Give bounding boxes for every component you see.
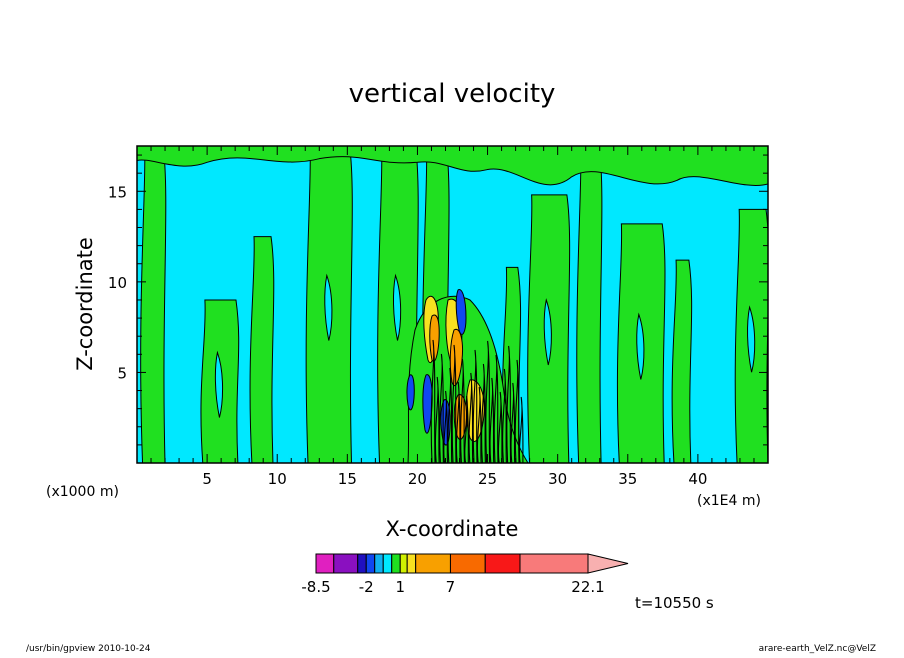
x-unit-right: (x1E4 m)	[697, 493, 761, 509]
core-orange-1	[429, 314, 440, 362]
contour-line	[451, 344, 457, 463]
colorbar-cell	[415, 553, 451, 574]
contour-line	[514, 359, 520, 463]
y-axis-label: Z-coordinate	[73, 237, 97, 371]
x-axis-label: X-coordinate	[386, 517, 519, 541]
colorbar-tick-label: 22.1	[571, 578, 604, 596]
y-tick-label: 10	[108, 274, 127, 292]
contour-line	[439, 353, 444, 463]
colorbar-cell	[315, 553, 335, 574]
x-tick-label: 10	[268, 470, 287, 488]
colorbar-tick-label: 1	[395, 578, 405, 596]
contour-line	[485, 340, 491, 463]
dense-contour-lines	[430, 339, 524, 463]
footer-right: arare-earth_VelZ.nc@VelZ	[759, 644, 876, 654]
colorbar-cell	[449, 553, 486, 574]
core-orange-2	[449, 328, 463, 387]
y-axis-ticks: 5 10 15	[108, 154, 768, 446]
colorbar-cell	[399, 553, 408, 574]
x-tick-label: 15	[338, 470, 357, 488]
core-blue-2	[455, 289, 467, 335]
downdraft-island	[747, 305, 756, 373]
contour-line	[510, 382, 516, 463]
contour-line	[506, 345, 512, 463]
contour-line	[430, 339, 436, 463]
colorbar-arrow	[587, 553, 629, 574]
plot-frame	[136, 145, 769, 464]
y-tick-label: 5	[117, 364, 127, 382]
colorbar-cell	[333, 553, 359, 574]
x-tick-label: 25	[478, 470, 497, 488]
contour-line	[518, 396, 524, 463]
colorbar	[315, 553, 629, 574]
contour-line	[502, 368, 507, 463]
updraft-band	[576, 146, 603, 463]
colorbar-cell	[382, 553, 393, 574]
colorbar-tick-label: 7	[446, 578, 456, 596]
contour-line	[481, 363, 486, 463]
downdraft-island	[392, 273, 402, 341]
chart-title: vertical velocity	[349, 79, 556, 109]
colorbar-cell	[406, 553, 417, 574]
contour-line	[455, 381, 461, 463]
x-tick-label: 5	[202, 470, 212, 488]
green-canopy	[137, 146, 768, 186]
convective-core	[406, 289, 529, 463]
contour-line	[460, 358, 465, 463]
colorbar-cell	[519, 553, 589, 574]
contour-line	[464, 395, 470, 463]
contour-line	[493, 354, 499, 463]
x-tick-label: 40	[688, 470, 707, 488]
core-blue-4	[406, 374, 415, 411]
colorbar-labels: -8.5 -2 1 7 22.1	[301, 578, 604, 596]
colorbar-tick-label: -2	[359, 578, 374, 596]
updraft-band	[249, 236, 275, 463]
contour-line	[472, 349, 478, 463]
core-blue-1	[422, 374, 433, 434]
contour-line	[476, 386, 482, 463]
colorbar-cell	[374, 553, 384, 574]
x-tick-label: 35	[618, 470, 637, 488]
colorbar-cell	[357, 553, 367, 574]
time-label: t=10550 s	[635, 594, 714, 612]
colorbar-cell	[484, 553, 521, 574]
contour-line	[447, 367, 453, 463]
x-tick-label: 30	[548, 470, 567, 488]
contour-line	[434, 376, 440, 463]
contour-field	[137, 146, 768, 463]
footer-left: /usr/bin/gpview 2010-10-24	[26, 644, 151, 654]
updraft-band	[140, 146, 167, 463]
colorbar-tick-label: -8.5	[301, 578, 330, 596]
downdraft-island	[543, 298, 552, 366]
updraft-band	[671, 259, 693, 463]
colorbar-cell	[365, 553, 376, 574]
contour-line	[489, 377, 495, 463]
downdraft-island	[636, 312, 645, 380]
y-tick-label: 15	[108, 183, 127, 201]
downdraft-island	[214, 350, 224, 418]
contour-line	[468, 372, 474, 463]
x-tick-label: 20	[408, 470, 427, 488]
contour-line	[443, 390, 449, 463]
downdraft-island	[324, 273, 333, 341]
contour-line	[497, 391, 503, 463]
upper-green-region	[137, 146, 768, 186]
x-axis-ticks: 5 10 15 20 25 30 35 40	[136, 146, 769, 488]
colorbar-cell	[391, 553, 401, 574]
x-unit-left: (x1000 m)	[46, 484, 119, 500]
